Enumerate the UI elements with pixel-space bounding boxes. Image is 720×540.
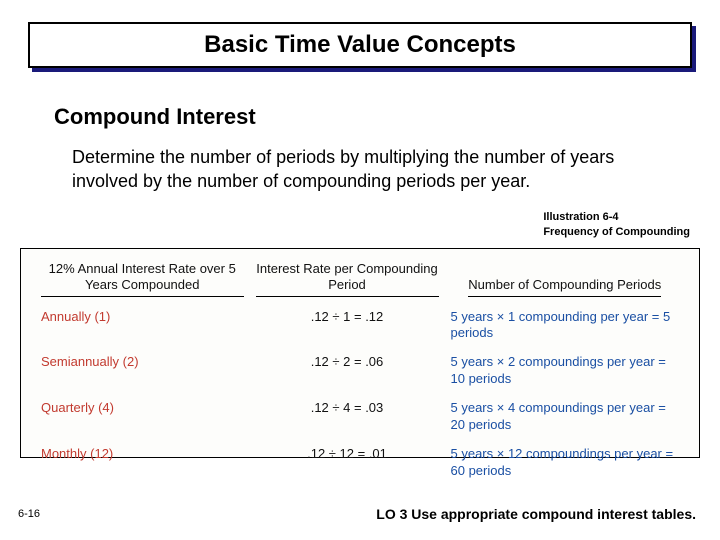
col-header-num-periods: Number of Compounding Periods	[445, 259, 686, 303]
cell-compounding-label: Semiannually (2)	[35, 348, 250, 394]
body-paragraph: Determine the number of periods by multi…	[72, 145, 642, 194]
compounding-table-grid: 12% Annual Interest Rate over 5 Years Co…	[35, 259, 685, 486]
slide-title-bar: Basic Time Value Concepts	[28, 22, 692, 68]
col-header-per-period: Interest Rate per Compounding Period	[250, 259, 445, 303]
illustration-subtitle: Frequency of Compounding	[543, 226, 690, 238]
cell-compounding-label: Monthly (12)	[35, 440, 250, 486]
compounding-table: 12% Annual Interest Rate over 5 Years Co…	[20, 248, 700, 458]
illustration-caption: Illustration 6-4 Frequency of Compoundin…	[543, 210, 690, 240]
cell-rate-calc: .12 ÷ 4 = .03	[250, 394, 445, 440]
table-row: Monthly (12) .12 ÷ 12 = .01 5 years × 12…	[35, 440, 685, 486]
cell-periods-calc: 5 years × 1 compounding per year = 5 per…	[445, 303, 686, 349]
col-header-rate: 12% Annual Interest Rate over 5 Years Co…	[35, 259, 250, 303]
table-row: Annually (1) .12 ÷ 1 = .12 5 years × 1 c…	[35, 303, 685, 349]
slide-title: Basic Time Value Concepts	[204, 31, 516, 59]
cell-rate-calc: .12 ÷ 2 = .06	[250, 348, 445, 394]
table-header-row: 12% Annual Interest Rate over 5 Years Co…	[35, 259, 685, 303]
cell-rate-calc: .12 ÷ 12 = .01	[250, 440, 445, 486]
page-number: 6-16	[18, 508, 40, 520]
illustration-number: Illustration 6-4	[543, 211, 618, 223]
cell-periods-calc: 5 years × 12 compoundings per year = 60 …	[445, 440, 686, 486]
table-row: Quarterly (4) .12 ÷ 4 = .03 5 years × 4 …	[35, 394, 685, 440]
cell-periods-calc: 5 years × 4 compoundings per year = 20 p…	[445, 394, 686, 440]
cell-compounding-label: Quarterly (4)	[35, 394, 250, 440]
table-row: Semiannually (2) .12 ÷ 2 = .06 5 years ×…	[35, 348, 685, 394]
cell-rate-calc: .12 ÷ 1 = .12	[250, 303, 445, 349]
cell-compounding-label: Annually (1)	[35, 303, 250, 349]
cell-periods-calc: 5 years × 2 compoundings per year = 10 p…	[445, 348, 686, 394]
section-subheading: Compound Interest	[54, 104, 256, 130]
learning-objective: LO 3 Use appropriate compound interest t…	[376, 506, 696, 522]
